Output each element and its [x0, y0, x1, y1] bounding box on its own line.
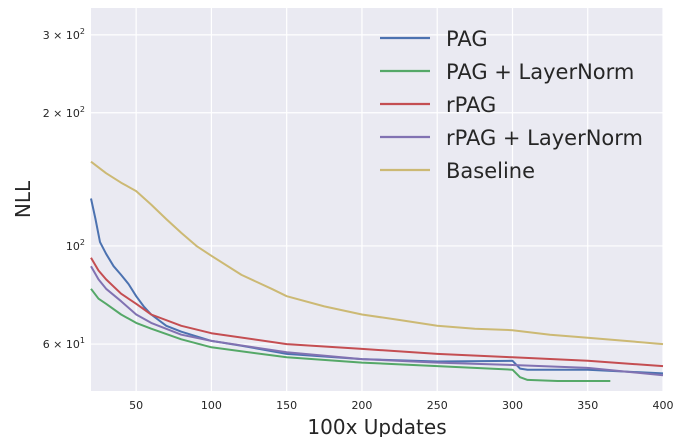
y-tick-label: 3 × 102 — [43, 27, 85, 42]
y-tick-label: 102 — [66, 238, 85, 253]
x-axis-label: 100x Updates — [307, 415, 446, 437]
series-lines — [90, 160, 664, 382]
legend-label: PAG + LayerNorm — [446, 60, 634, 84]
series-line — [90, 265, 664, 377]
y-tick-label: 2 × 102 — [43, 105, 85, 120]
y-tick-label: 6 × 101 — [43, 336, 85, 351]
legend-label: Baseline — [446, 159, 535, 183]
x-tick-label: 150 — [276, 399, 297, 412]
series-line — [90, 160, 664, 346]
x-tick-label: 300 — [502, 399, 523, 412]
x-tick-labels: 50 100 150 200 250 300 350 400 — [129, 399, 673, 412]
legend: PAG PAG + LayerNorm rPAG rPAG + LayerNorm Ba… — [380, 27, 643, 183]
x-tick-label: 400 — [653, 399, 673, 412]
x-tick-label: 200 — [351, 399, 372, 412]
x-tick-label: 250 — [427, 399, 448, 412]
legend-label: rPAG — [446, 93, 496, 117]
x-tick-label: 350 — [577, 399, 598, 412]
y-axis-label: NLL — [11, 180, 35, 218]
x-tick-label: 50 — [129, 399, 143, 412]
legend-label: rPAG + LayerNorm — [446, 126, 643, 150]
series-line — [90, 288, 611, 382]
y-tick-labels: 6 × 101 102 2 × 102 3 × 102 — [43, 27, 85, 351]
x-tick-label: 100 — [201, 399, 222, 412]
legend-label: PAG — [446, 27, 488, 51]
series-line — [90, 257, 664, 368]
grid-lines — [91, 8, 664, 391]
